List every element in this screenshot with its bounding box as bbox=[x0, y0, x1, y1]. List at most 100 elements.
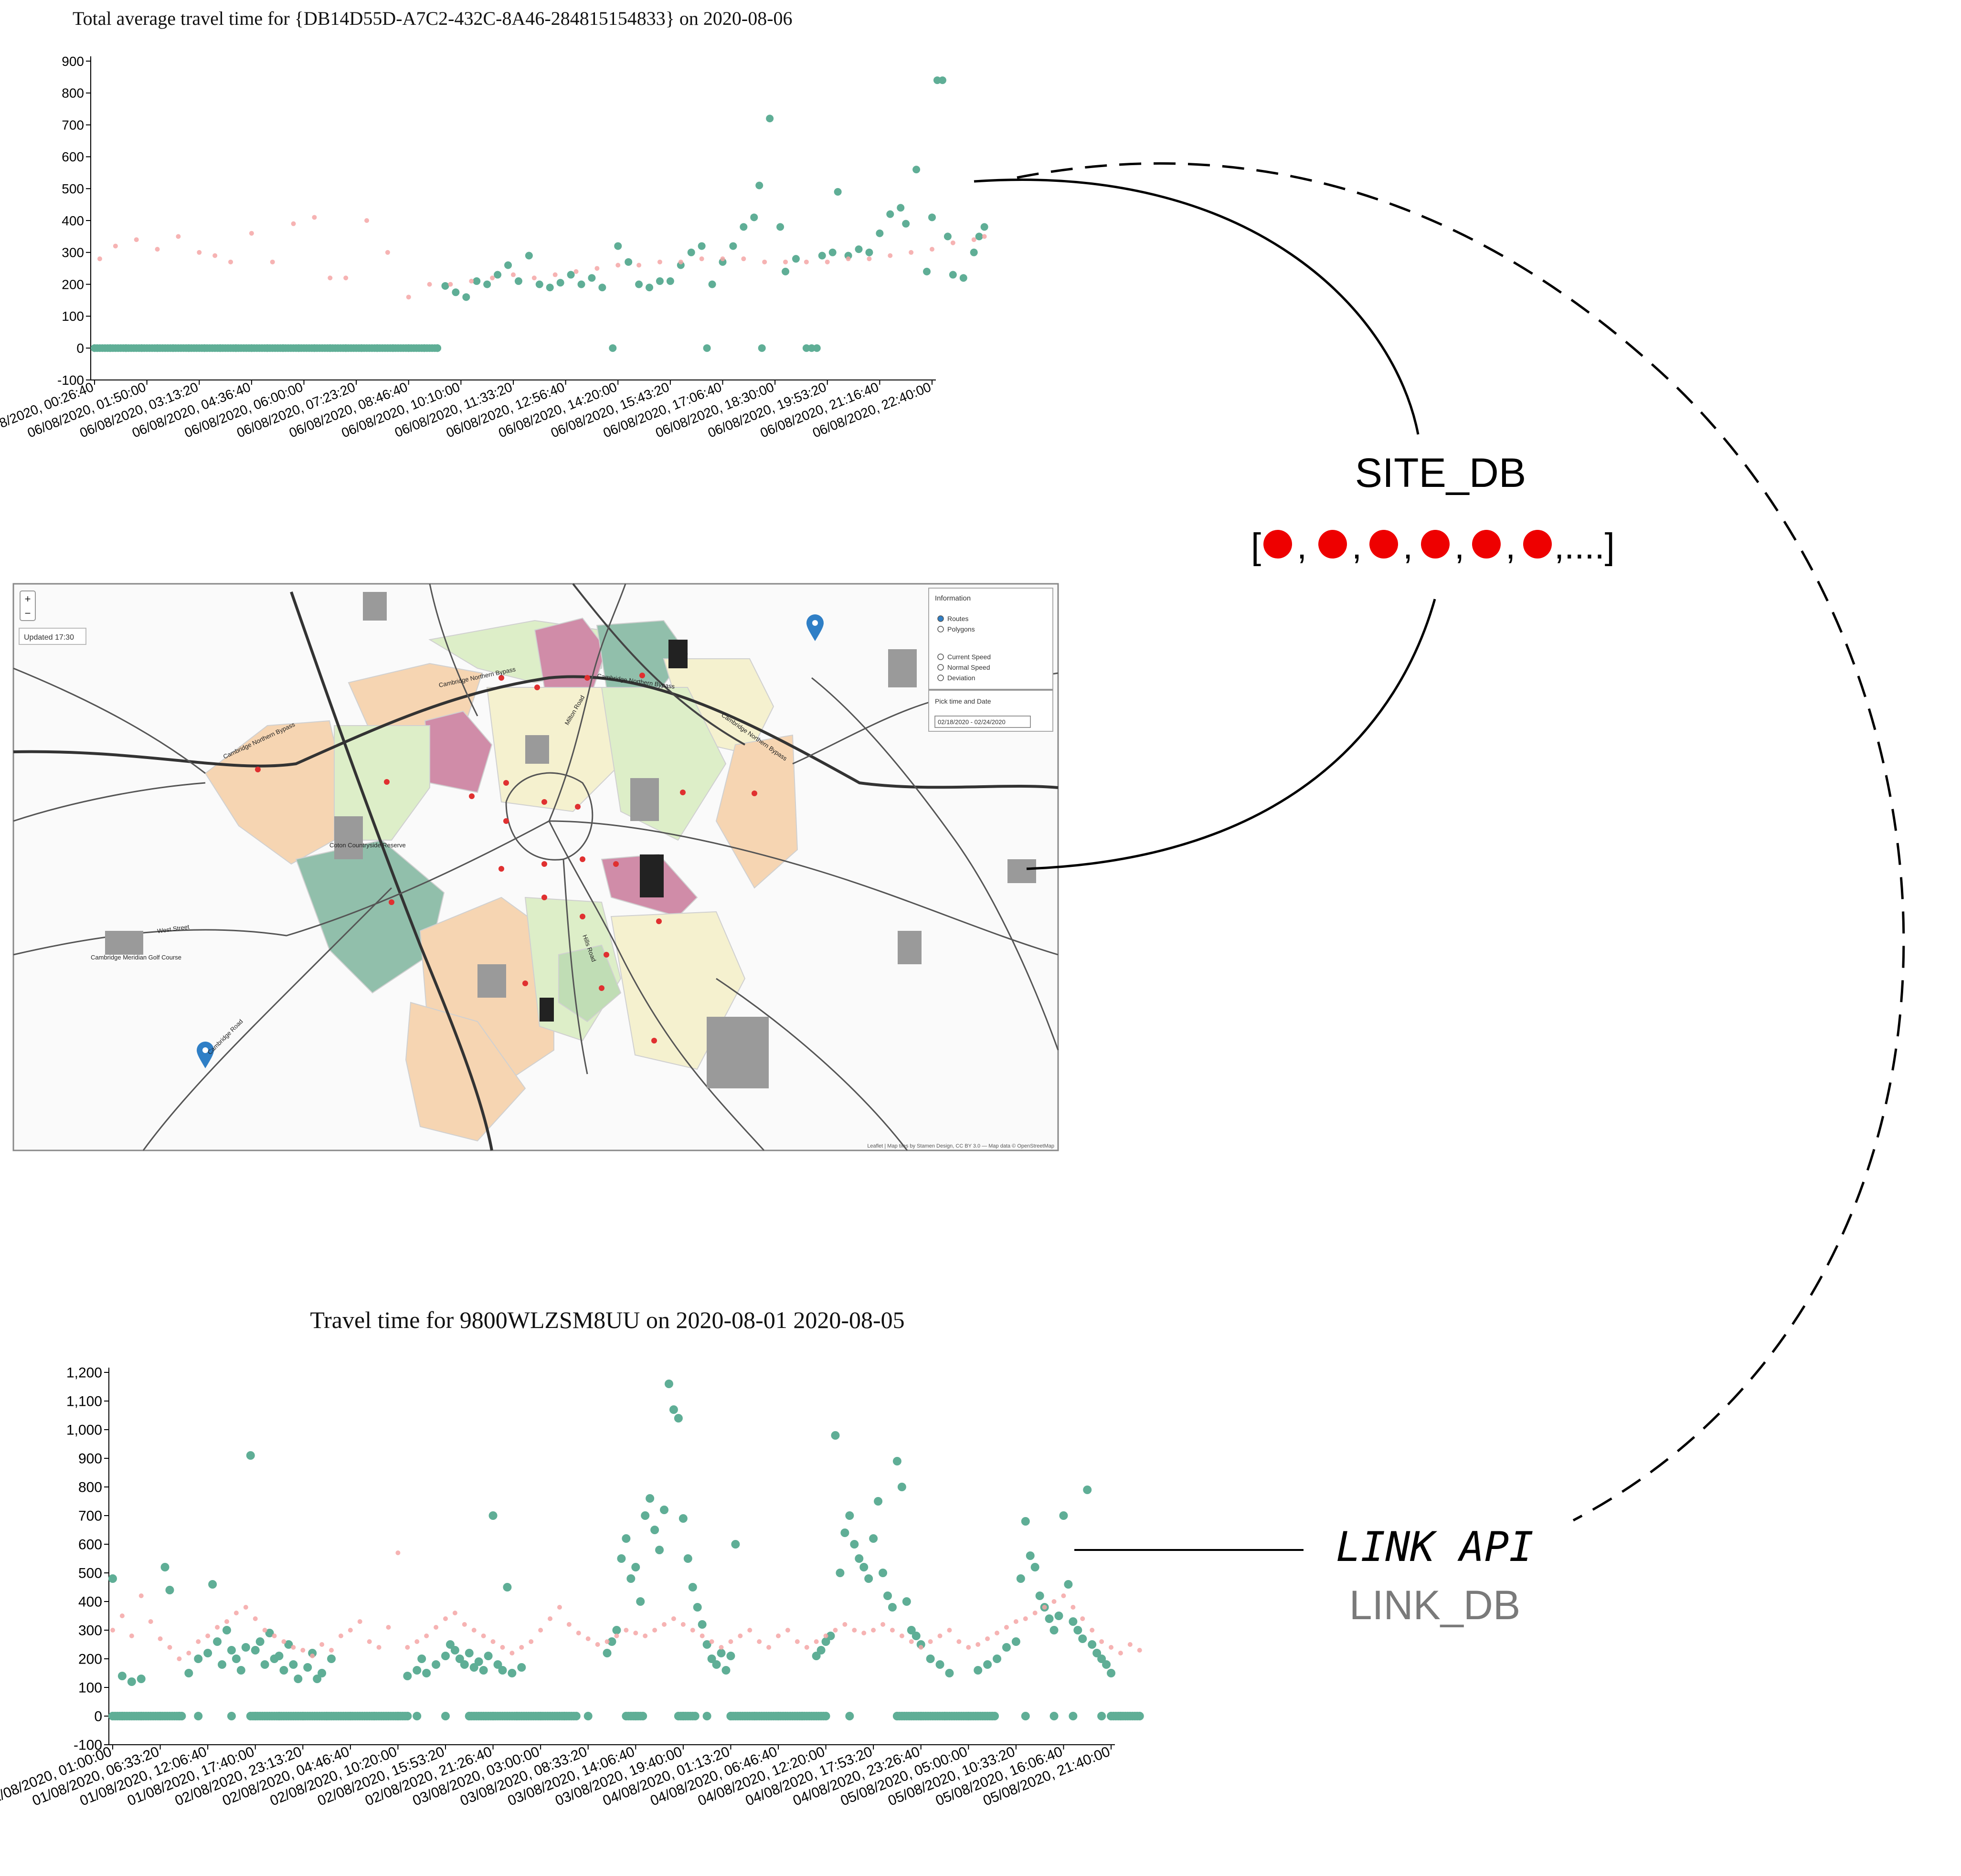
data-point bbox=[228, 259, 233, 264]
data-point bbox=[1127, 1642, 1133, 1647]
data-point bbox=[284, 1640, 293, 1649]
site-marker[interactable] bbox=[584, 675, 590, 681]
data-point bbox=[674, 1414, 683, 1423]
bottom-chart-title: Travel time for 9800WLZSM8UU on 2020-08-… bbox=[310, 1307, 904, 1333]
road-ring bbox=[505, 772, 594, 861]
site-marker[interactable] bbox=[599, 985, 604, 991]
data-point bbox=[253, 1616, 258, 1621]
data-point bbox=[702, 1712, 711, 1720]
data-point bbox=[1107, 1669, 1115, 1677]
data-point bbox=[598, 284, 606, 292]
data-point bbox=[514, 277, 522, 285]
radio-normal-speed[interactable]: Normal Speed bbox=[937, 664, 990, 671]
zoom-out-button[interactable]: − bbox=[25, 607, 31, 619]
radio-polygons[interactable]: Polygons bbox=[937, 625, 975, 633]
data-point bbox=[933, 76, 941, 84]
site-marker[interactable] bbox=[498, 866, 504, 872]
data-point bbox=[155, 247, 160, 252]
data-point bbox=[980, 223, 988, 231]
data-point bbox=[899, 1634, 904, 1638]
site-marker[interactable] bbox=[604, 952, 609, 958]
data-point bbox=[241, 1643, 250, 1652]
building bbox=[640, 854, 664, 897]
date-input-box bbox=[934, 716, 1031, 728]
data-point bbox=[113, 243, 118, 249]
y-tick-label: 100 bbox=[62, 309, 84, 324]
data-point bbox=[281, 1639, 286, 1644]
site-marker[interactable] bbox=[389, 899, 394, 905]
site-db-dot bbox=[1318, 530, 1347, 559]
data-point bbox=[762, 259, 767, 264]
radio-current-speed[interactable]: Current Speed bbox=[937, 653, 991, 661]
site-marker[interactable] bbox=[384, 779, 390, 785]
data-point bbox=[504, 261, 512, 269]
radio-deviation[interactable]: Deviation bbox=[937, 674, 975, 682]
data-point bbox=[897, 204, 905, 212]
date-range-input[interactable]: 02/18/2020 - 02/24/2020 bbox=[934, 716, 1031, 728]
site-marker[interactable] bbox=[639, 673, 645, 678]
data-point bbox=[406, 295, 411, 300]
site-marker[interactable] bbox=[541, 861, 547, 867]
data-point bbox=[481, 1634, 486, 1638]
data-point bbox=[1042, 1605, 1047, 1610]
data-point bbox=[585, 1636, 591, 1641]
data-point bbox=[802, 344, 810, 352]
data-point bbox=[646, 1494, 655, 1503]
site-marker[interactable] bbox=[580, 914, 585, 919]
site-marker[interactable] bbox=[575, 804, 581, 810]
data-point bbox=[828, 248, 837, 256]
cambridge-map[interactable]: Cambridge Northern Bypass Cambridge Nort… bbox=[12, 583, 1059, 1151]
site-marker[interactable] bbox=[498, 675, 504, 681]
data-point bbox=[624, 1628, 629, 1633]
site-marker[interactable] bbox=[541, 799, 547, 805]
site-marker[interactable] bbox=[541, 895, 547, 900]
site-db-group: SITE_DB [ ,,,,, ,....] bbox=[974, 162, 1905, 1522]
radio-routes[interactable]: Routes bbox=[937, 615, 968, 622]
site-marker[interactable] bbox=[503, 818, 509, 824]
data-point bbox=[923, 267, 931, 275]
site-marker[interactable] bbox=[255, 767, 261, 772]
site-marker[interactable] bbox=[680, 790, 686, 795]
data-point bbox=[1118, 1651, 1123, 1655]
data-point bbox=[926, 1655, 935, 1663]
data-point bbox=[422, 1669, 431, 1677]
road-cambridge-road bbox=[142, 887, 392, 1151]
site-marker[interactable] bbox=[522, 980, 528, 986]
data-point bbox=[638, 1712, 647, 1720]
y-tick-label: -100 bbox=[74, 1738, 102, 1753]
data-point bbox=[251, 1646, 260, 1655]
y-tick-label: 700 bbox=[78, 1508, 102, 1524]
data-point bbox=[460, 1660, 469, 1669]
data-point bbox=[1016, 1574, 1025, 1583]
building bbox=[630, 778, 659, 821]
data-point bbox=[450, 1646, 459, 1655]
data-point bbox=[348, 1628, 353, 1633]
location-pin-icon bbox=[806, 614, 824, 641]
site-marker[interactable] bbox=[656, 918, 662, 924]
site-marker[interactable] bbox=[534, 685, 540, 690]
building bbox=[525, 735, 549, 764]
site-marker[interactable] bbox=[613, 861, 619, 867]
data-point bbox=[1099, 1639, 1104, 1644]
site-marker[interactable] bbox=[580, 856, 585, 862]
data-point bbox=[776, 1634, 781, 1638]
site-marker[interactable] bbox=[651, 1038, 657, 1043]
zoom-in-button[interactable]: + bbox=[25, 593, 31, 605]
road-label: Coton Countryside Reserve bbox=[329, 842, 406, 849]
site-marker[interactable] bbox=[752, 790, 757, 796]
map-pin-sw[interactable] bbox=[197, 1042, 214, 1068]
data-point bbox=[1051, 1599, 1057, 1604]
site-marker[interactable] bbox=[469, 793, 475, 799]
site-marker[interactable] bbox=[503, 780, 509, 786]
data-point bbox=[494, 271, 502, 279]
data-point bbox=[804, 1645, 809, 1650]
y-tick-label: 800 bbox=[78, 1480, 102, 1496]
data-point bbox=[227, 1712, 236, 1720]
zoom-in-label: + bbox=[25, 593, 31, 605]
data-point bbox=[1032, 1611, 1038, 1615]
data-point bbox=[792, 255, 800, 263]
top-chart-marks bbox=[91, 76, 988, 352]
list-separator: , bbox=[1352, 526, 1362, 567]
data-point bbox=[310, 1654, 315, 1658]
map-pin-ne[interactable] bbox=[806, 614, 824, 641]
